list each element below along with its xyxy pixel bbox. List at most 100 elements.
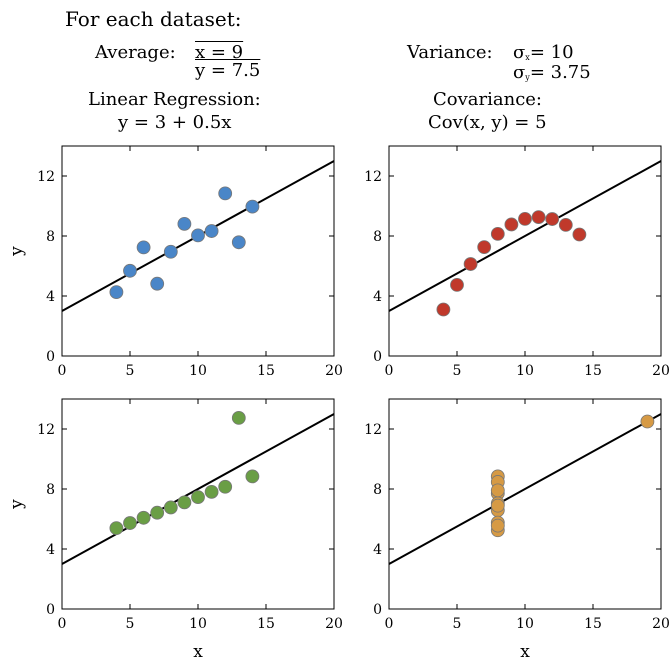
data-point — [463, 257, 478, 271]
mean-x-text: x = 9 — [195, 42, 244, 63]
sigma-y-subscript: y — [525, 73, 530, 82]
y-axis-label: y — [7, 499, 27, 510]
data-point — [204, 224, 219, 238]
regression-line — [61, 413, 335, 565]
sigma-x-symbol: σ — [513, 42, 526, 63]
sigma-y-symbol: σ — [513, 62, 526, 83]
variance-y-value: σy= 3.75 — [513, 63, 591, 88]
y-tick-label: 8 — [373, 229, 382, 245]
data-point — [477, 240, 492, 255]
x-tick-label: 15 — [257, 616, 275, 632]
data-point — [163, 500, 178, 515]
data-point — [123, 263, 137, 278]
x-tick-label: 20 — [325, 616, 343, 632]
plot-frame — [388, 398, 662, 610]
covariance-equation: Cov(x, y) = 5 — [428, 112, 547, 133]
x-tick-label: 15 — [257, 363, 275, 379]
data-point — [558, 217, 573, 232]
x-tick-label: 20 — [325, 363, 343, 379]
regression-line — [388, 413, 662, 565]
data-point — [150, 276, 165, 291]
data-point — [177, 216, 192, 231]
x-tick-label: 5 — [453, 616, 462, 632]
x-axis-label: x — [193, 642, 203, 661]
panel-4: 0 5 10 15 20 0 4 8 12 x — [364, 398, 670, 661]
x-tick-label: 10 — [516, 616, 534, 632]
panel-1: 0 5 10 15 20 0 4 8 12 y — [7, 145, 343, 379]
y-tick-label: 0 — [373, 349, 382, 365]
data-point — [490, 483, 505, 498]
mean-y-value: y = 7.5 — [195, 61, 260, 81]
plot-frame — [388, 145, 662, 357]
data-point — [490, 498, 505, 513]
figure-title: For each dataset: — [65, 7, 242, 31]
variance-x-text: = 10 — [529, 42, 574, 63]
y-tick-label: 4 — [46, 289, 55, 305]
y-tick-label: 12 — [364, 169, 382, 185]
x-tick-label: 20 — [652, 616, 670, 632]
data-point — [177, 495, 192, 510]
data-point — [640, 414, 655, 429]
data-point — [245, 199, 260, 214]
x-tick-label: 10 — [516, 363, 534, 379]
y-axis-label: y — [7, 246, 27, 257]
x-tick-label: 15 — [584, 616, 602, 632]
data-point — [163, 244, 178, 259]
data-point — [450, 277, 464, 292]
data-point — [436, 302, 451, 317]
data-point — [123, 516, 137, 530]
data-point — [150, 505, 165, 520]
sigma-x-subscript: x — [525, 53, 530, 62]
data-point — [191, 228, 205, 243]
plot-frame — [61, 145, 335, 357]
x-axis-label: x — [520, 642, 530, 661]
data-point — [204, 484, 219, 499]
y-tick-label: 12 — [37, 422, 55, 438]
mean-x-value: x = 9 — [195, 43, 243, 63]
y-tick-label: 0 — [373, 602, 382, 618]
x-tick-label: 0 — [58, 363, 67, 379]
y-tick-label: 12 — [37, 169, 55, 185]
x-tick-label: 20 — [652, 363, 670, 379]
variance-x-value: σx= 10 — [513, 43, 574, 68]
y-tick-label: 4 — [373, 542, 382, 558]
data-point — [109, 285, 124, 300]
data-point — [136, 510, 151, 525]
y-tick-label: 8 — [373, 482, 382, 498]
data-point — [545, 212, 560, 226]
average-label: Average: — [95, 42, 176, 63]
panel-3: 0 5 10 15 20 0 4 8 12 y x — [7, 398, 343, 661]
y-tick-label: 8 — [46, 482, 55, 498]
panel-2: 0 5 10 15 20 0 4 8 12 — [364, 145, 670, 379]
mean-y-text: y = 7.5 — [195, 60, 261, 81]
data-point — [504, 217, 519, 232]
regression-label: Linear Regression: — [88, 89, 261, 110]
data-point — [231, 410, 246, 425]
x-tick-label: 5 — [453, 363, 462, 379]
regression-line — [388, 160, 662, 312]
data-point — [531, 210, 546, 225]
y-tick-label: 12 — [364, 422, 382, 438]
variance-label: Variance: — [407, 42, 493, 63]
y-tick-label: 0 — [46, 602, 55, 618]
data-point — [245, 469, 260, 484]
y-tick-label: 0 — [46, 349, 55, 365]
y-tick-label: 4 — [46, 542, 55, 558]
regression-equation: y = 3 + 0.5x — [118, 112, 232, 133]
data-point — [136, 240, 151, 255]
data-point — [231, 235, 246, 250]
x-tick-label: 0 — [385, 616, 394, 632]
x-tick-label: 15 — [584, 363, 602, 379]
data-point — [109, 521, 124, 536]
x-tick-label: 5 — [126, 616, 135, 632]
data-point — [572, 227, 587, 242]
x-tick-label: 5 — [126, 363, 135, 379]
x-tick-label: 0 — [58, 616, 67, 632]
data-point — [518, 211, 532, 226]
covariance-label: Covariance: — [433, 89, 542, 110]
data-point — [218, 479, 233, 494]
data-point — [218, 186, 233, 201]
data-point — [191, 490, 205, 505]
